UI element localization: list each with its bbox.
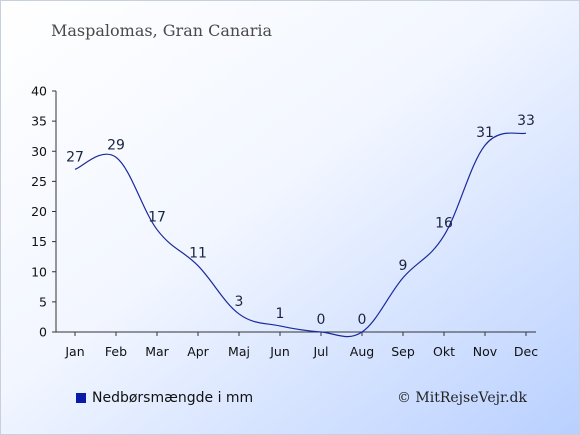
x-tick-label: Jul [312,344,328,359]
x-tick-label: Sep [391,344,415,359]
x-tick-label: Jun [269,344,290,359]
legend: Nedbørsmængde i mm [76,390,253,406]
data-label: 33 [517,113,535,129]
series-line [74,132,527,338]
x-tick-label: Aug [350,344,374,359]
y-tick-label: 25 [31,174,47,189]
legend-swatch [76,393,86,403]
x-tick-label: Feb [105,344,127,359]
y-tick-label: 0 [39,325,47,340]
x-tick-label: Dec [514,344,538,359]
data-label: 0 [317,312,326,328]
y-tick-label: 5 [39,294,47,309]
data-label: 1 [276,306,285,322]
data-label: 3 [235,294,244,310]
y-tick-label: 35 [31,114,47,129]
x-tick-label: Maj [228,344,250,359]
data-label: 16 [435,216,453,232]
y-tick-label: 20 [31,204,47,219]
credit-text: © MitRejseVejr.dk [396,390,527,406]
y-tick-label: 30 [31,144,47,159]
x-tick-label: Mar [145,344,169,359]
x-tick-label: Nov [473,344,498,359]
x-tick-label: Okt [433,344,455,359]
y-tick-label: 15 [31,234,47,249]
legend-label: Nedbørsmængde i mm [92,390,254,406]
x-tick-label: Apr [187,344,209,359]
data-label: 31 [476,125,494,141]
y-tick-label: 40 [31,84,47,99]
data-label: 0 [358,312,367,328]
data-label: 27 [66,149,84,165]
data-label: 9 [399,258,408,274]
data-label: 11 [189,246,207,262]
series-line-layer [74,132,527,338]
data-label: 29 [107,137,125,153]
data-label: 17 [148,210,166,226]
x-tick-label: Jan [64,344,84,359]
chart-title: Maspalomas, Gran Canaria [51,21,273,40]
y-tick-label: 10 [31,264,47,279]
